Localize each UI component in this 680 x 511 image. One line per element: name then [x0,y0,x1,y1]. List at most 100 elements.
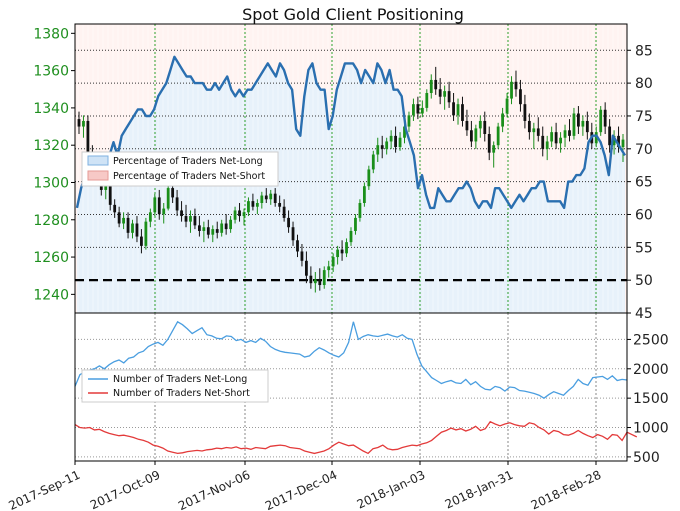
legend-label-traders-net-long: Number of Traders Net-Long [113,374,247,385]
candle-body [358,202,362,218]
candle-body [340,249,344,254]
candle-body [144,221,148,246]
candle-body [135,223,139,237]
candle-body [117,212,121,224]
candle-body [474,128,478,142]
candle-body [465,120,469,131]
candle-body [238,210,241,217]
candle-body [171,188,175,198]
candle-body [184,216,188,222]
candle-body [215,229,219,233]
legend-label-net-long: Percentage of Traders Net-Long [113,156,263,167]
candle-body [412,104,415,116]
candle-body [247,201,250,213]
candle-body [224,223,228,230]
candle-body [456,104,460,116]
candle-body [585,120,589,133]
candle-body [197,225,201,231]
legend-swatch-net-long [87,155,109,166]
candle-body [264,195,268,200]
bottom-legend-box [81,369,269,403]
right-tick-label: 65 [635,175,653,191]
right-tick-label: 70 [635,142,653,158]
candle-body [425,92,429,108]
right-tick-label: 85 [635,43,653,59]
candle-body [148,212,152,222]
bottom-right-tick-label: 2500 [633,332,669,348]
candle-body [407,115,411,127]
candle-body [483,120,487,135]
candle-body [608,126,612,146]
candle-body [380,145,384,149]
candle-body [251,201,255,207]
candle-body [313,279,317,284]
candle-body [581,120,585,127]
left-tick-label: 1240 [33,287,69,303]
candle-body [443,91,447,97]
bottom-legend: Number of Traders Net-Long Number of Tra… [81,369,269,403]
left-tick-label: 1360 [33,64,69,80]
left-tick-label: 1340 [33,101,69,117]
candle-body [394,135,397,148]
candle-body [559,137,562,144]
candle-body [385,141,389,149]
candle-body [429,79,433,93]
x-tick-label: 2017-Oct-09 [88,468,162,511]
left-tick-label: 1300 [33,175,69,191]
left-tick-label: 1320 [33,138,69,154]
candle-body [603,109,607,127]
left-tick-label: 1380 [33,26,69,42]
candle-body [376,145,380,155]
candle-body [487,134,491,153]
candle-body [452,102,455,116]
candle-body [229,219,233,230]
legend-label-traders-net-short: Number of Traders Net-Short [113,388,250,399]
candle-body [536,128,540,136]
candle-body [523,104,527,121]
candle-body [180,210,183,217]
candle-body [599,109,603,133]
candle-body [594,132,598,144]
left-tick-label: 1260 [33,250,69,266]
candle-body [568,130,571,136]
top-legend: Percentage of Traders Net-Long Percentag… [81,151,279,187]
candle-body [255,202,259,207]
candle-body [519,89,522,105]
candle-body [287,217,290,228]
candle-body [349,230,353,243]
candle-body [403,126,406,138]
candle-body [398,137,402,148]
bottom-axis-ticks: 500 1000 1500 2000 2500 2017-Sep-11 2017-Oct-0… [7,332,669,511]
top-legend-box [81,151,279,187]
candle-body [505,98,509,114]
candle-body [322,270,326,286]
candle-body [621,139,625,148]
candle-body [420,107,424,114]
candle-body [273,193,277,203]
candle-body [157,197,161,215]
right-tick-label: 55 [635,240,653,256]
right-tick-label: 60 [635,207,653,223]
x-tick-label: 2017-Sep-11 [7,468,83,511]
candle-body [554,132,558,144]
candle-body [86,120,90,153]
candle-body [269,193,273,200]
candle-body [220,223,224,233]
right-tick-label: 80 [635,76,653,92]
candle-body [233,210,237,220]
candle-body [447,91,451,103]
x-tick-label: 2018-Jan-03 [355,468,428,511]
candle-body [305,260,308,276]
candle-body [126,217,130,233]
traders-net-long-line [74,320,628,399]
candle-body [331,257,335,267]
candle-body [469,130,473,142]
candle-body [492,145,496,153]
bottom-right-tick-label: 1000 [633,421,669,437]
bottom-panel [74,312,638,462]
candle-body [166,188,170,209]
candle-body [82,120,85,127]
candle-body [438,89,442,97]
x-tick-label: 2018-Feb-28 [529,468,604,511]
